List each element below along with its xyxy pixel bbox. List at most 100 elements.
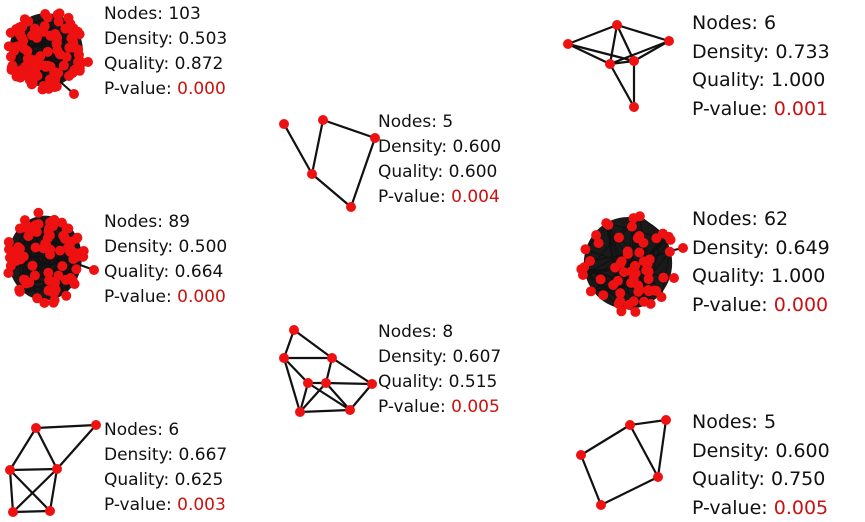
node [623, 299, 634, 310]
node [651, 233, 662, 244]
pvalue-row: P-value: 0.004 [378, 185, 501, 210]
pvalue-label: P-value: [692, 97, 768, 120]
node [69, 279, 80, 290]
density-label: Density: [692, 439, 770, 462]
edge [282, 356, 302, 414]
cluster-stats-4: Nodes: 89 Density: 0.500 Quality: 0.664 … [104, 210, 227, 310]
nodes-label: Nodes: [378, 112, 437, 132]
node [626, 221, 637, 232]
quality-row: Quality: 1.000 [692, 66, 830, 95]
node [633, 280, 644, 291]
nodes-label: Nodes: [692, 208, 758, 230]
cluster-graph-6 [576, 211, 688, 317]
nodes-value: 89 [168, 212, 190, 232]
quality-value: 0.515 [448, 372, 498, 392]
node [74, 29, 85, 40]
edge [8, 468, 52, 513]
pvalue-value: 0.001 [773, 97, 829, 120]
node [66, 236, 77, 247]
edge [618, 233, 664, 305]
nodes-value: 5 [763, 411, 777, 433]
quality-label: Quality: [378, 372, 444, 392]
node [50, 284, 61, 295]
node [43, 267, 54, 278]
quality-value: 0.872 [174, 54, 224, 74]
quality-label: Quality: [104, 54, 170, 74]
node [678, 243, 688, 253]
node [327, 353, 337, 363]
density-label: Density: [692, 236, 770, 259]
node [307, 169, 317, 179]
edge [589, 253, 628, 262]
cluster-graph-2 [279, 115, 380, 212]
edge [599, 475, 660, 507]
node [23, 231, 34, 242]
nodes-value: 6 [763, 12, 777, 34]
edge [608, 62, 636, 109]
edge [310, 118, 325, 176]
node [65, 246, 76, 257]
nodes-row: Nodes: 5 [378, 110, 501, 135]
edge [34, 423, 98, 430]
edge [48, 467, 59, 513]
node [52, 45, 63, 56]
node [19, 274, 30, 285]
pvalue-row: P-value: 0.000 [104, 77, 227, 102]
node [303, 378, 313, 388]
pvalue-row: P-value: 0.000 [104, 285, 227, 310]
node [14, 29, 25, 40]
node [12, 41, 23, 52]
node [21, 68, 32, 79]
pvalue-label: P-value: [692, 293, 768, 316]
node [664, 246, 675, 257]
node [279, 119, 289, 129]
node [321, 378, 331, 388]
node [57, 261, 68, 272]
node [44, 82, 55, 93]
node [18, 251, 29, 262]
node [634, 247, 645, 258]
node [6, 64, 17, 75]
node [630, 260, 641, 271]
node [29, 63, 40, 74]
node [29, 270, 40, 281]
node [45, 249, 56, 260]
pvalue-value: 0.004 [451, 187, 500, 207]
density-row: Density: 0.500 [104, 235, 227, 260]
node [585, 286, 596, 297]
edge [55, 423, 98, 471]
pvalue-label: P-value: [104, 287, 172, 307]
edge [615, 23, 671, 43]
node [69, 89, 79, 99]
node [38, 243, 49, 254]
edge [602, 271, 649, 296]
node [42, 46, 53, 57]
pvalue-row: P-value: 0.005 [692, 494, 830, 522]
node [5, 51, 16, 62]
node [3, 237, 14, 248]
node [346, 202, 356, 212]
edge [306, 381, 352, 412]
nodes-label: Nodes: [104, 4, 163, 24]
edge [566, 42, 612, 66]
node [30, 242, 41, 253]
node [616, 256, 627, 267]
node [612, 20, 622, 30]
node [66, 33, 77, 44]
quality-row: Quality: 0.872 [104, 52, 227, 77]
density-row: Density: 0.733 [692, 38, 830, 67]
quality-row: Quality: 0.625 [104, 468, 227, 493]
nodes-value: 5 [442, 112, 454, 132]
edge [608, 23, 619, 66]
node [596, 500, 606, 510]
node [5, 260, 16, 271]
cluster-stats-5: Nodes: 8 Density: 0.607 Quality: 0.515 P… [378, 320, 501, 420]
node [345, 405, 355, 415]
density-row: Density: 0.667 [104, 443, 227, 468]
density-row: Density: 0.649 [692, 234, 830, 263]
density-label: Density: [104, 29, 174, 49]
node [74, 65, 85, 76]
density-row: Density: 0.600 [378, 135, 501, 160]
edge [324, 381, 374, 386]
edge [656, 418, 668, 479]
